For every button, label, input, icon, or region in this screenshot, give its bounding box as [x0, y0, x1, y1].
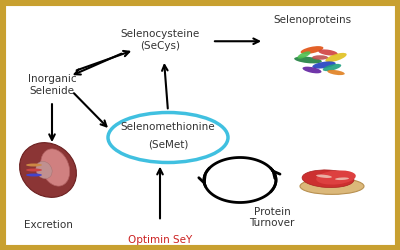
Text: Inorganic
Selenide: Inorganic Selenide: [28, 74, 76, 96]
Text: (SeMet): (SeMet): [148, 140, 188, 149]
Text: Optimin SeY: Optimin SeY: [128, 235, 192, 245]
Ellipse shape: [316, 174, 332, 178]
Ellipse shape: [312, 55, 328, 60]
Text: Excretion: Excretion: [24, 220, 72, 230]
Ellipse shape: [298, 51, 310, 59]
Ellipse shape: [325, 53, 347, 62]
Text: Protein
Turnover: Protein Turnover: [249, 207, 295, 228]
Ellipse shape: [41, 149, 70, 186]
Ellipse shape: [108, 112, 228, 162]
Ellipse shape: [302, 67, 322, 73]
Ellipse shape: [335, 178, 349, 180]
Ellipse shape: [20, 143, 76, 197]
Ellipse shape: [316, 170, 356, 184]
Ellipse shape: [327, 70, 345, 75]
Ellipse shape: [300, 46, 324, 54]
Ellipse shape: [294, 56, 322, 64]
Ellipse shape: [302, 170, 354, 188]
Ellipse shape: [26, 164, 42, 166]
Ellipse shape: [318, 50, 338, 56]
Ellipse shape: [300, 178, 364, 194]
Ellipse shape: [36, 161, 52, 179]
Ellipse shape: [323, 64, 341, 71]
Ellipse shape: [26, 174, 42, 176]
Ellipse shape: [312, 62, 336, 68]
Text: Selenocysteine
(SeCys): Selenocysteine (SeCys): [120, 29, 200, 51]
Text: Selenomethionine: Selenomethionine: [121, 122, 215, 132]
Ellipse shape: [26, 168, 42, 172]
Text: Selenoproteins: Selenoproteins: [273, 15, 351, 25]
